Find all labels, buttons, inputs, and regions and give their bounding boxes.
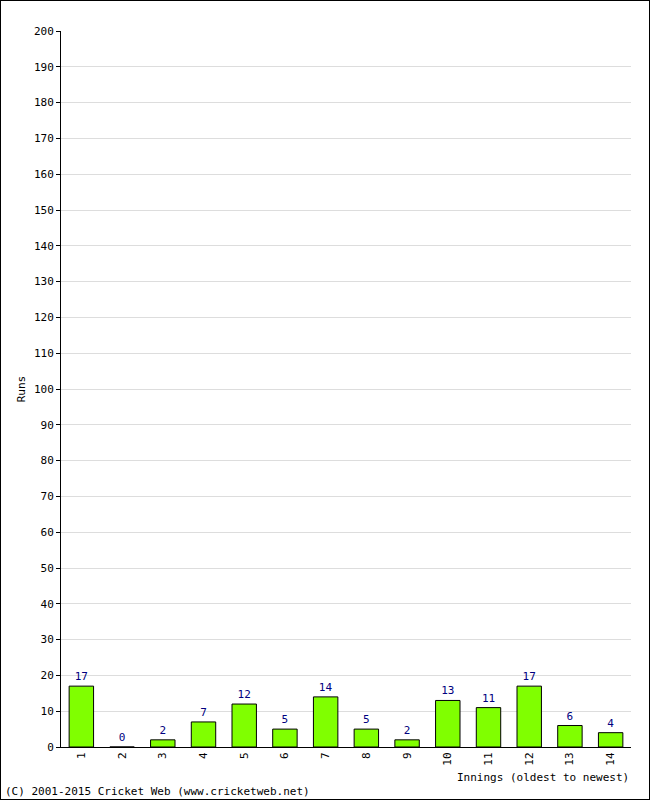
svg-text:10: 10	[441, 752, 454, 765]
svg-text:30: 30	[41, 633, 54, 646]
svg-text:13: 13	[564, 752, 577, 765]
svg-text:120: 120	[34, 311, 54, 324]
svg-text:14: 14	[319, 681, 333, 694]
svg-text:190: 190	[34, 61, 54, 74]
svg-text:180: 180	[34, 96, 54, 109]
svg-text:200: 200	[34, 25, 54, 38]
svg-text:17: 17	[75, 670, 88, 683]
svg-text:6: 6	[279, 752, 292, 759]
svg-text:40: 40	[41, 598, 54, 611]
svg-text:13: 13	[441, 684, 454, 697]
svg-text:5: 5	[363, 713, 370, 726]
svg-text:4: 4	[197, 752, 210, 759]
svg-text:6: 6	[567, 710, 574, 723]
svg-text:110: 110	[34, 347, 54, 360]
svg-text:5: 5	[238, 752, 251, 759]
svg-text:150: 150	[34, 204, 54, 217]
svg-text:7: 7	[319, 752, 332, 759]
svg-text:5: 5	[282, 713, 289, 726]
svg-text:11: 11	[482, 752, 495, 765]
svg-text:100: 100	[34, 383, 54, 396]
svg-text:(C) 2001-2015 Cricket Web (www: (C) 2001-2015 Cricket Web (www.cricketwe…	[5, 785, 310, 798]
svg-text:17: 17	[523, 670, 536, 683]
svg-text:160: 160	[34, 168, 54, 181]
svg-text:140: 140	[34, 240, 54, 253]
svg-text:80: 80	[41, 454, 54, 467]
svg-text:2: 2	[116, 752, 129, 759]
svg-text:9: 9	[401, 752, 414, 759]
svg-text:50: 50	[41, 562, 54, 575]
svg-text:8: 8	[360, 752, 373, 759]
svg-text:170: 170	[34, 132, 54, 145]
svg-text:Runs: Runs	[15, 376, 28, 403]
svg-text:20: 20	[41, 669, 54, 682]
svg-text:4: 4	[607, 717, 614, 730]
svg-text:90: 90	[41, 419, 54, 432]
svg-text:0: 0	[47, 741, 54, 754]
svg-text:12: 12	[523, 752, 536, 765]
svg-text:14: 14	[604, 752, 617, 766]
svg-text:60: 60	[41, 526, 54, 539]
svg-text:7: 7	[200, 706, 207, 719]
svg-text:70: 70	[41, 490, 54, 503]
svg-text:2: 2	[159, 724, 166, 737]
svg-text:2: 2	[404, 724, 411, 737]
svg-text:1: 1	[75, 752, 88, 759]
svg-text:130: 130	[34, 275, 54, 288]
svg-text:0: 0	[119, 731, 126, 744]
svg-text:12: 12	[238, 688, 251, 701]
svg-text:10: 10	[41, 705, 54, 718]
svg-text:3: 3	[156, 752, 169, 759]
svg-text:Innings (oldest to newest): Innings (oldest to newest)	[457, 771, 629, 784]
svg-text:11: 11	[482, 692, 495, 705]
